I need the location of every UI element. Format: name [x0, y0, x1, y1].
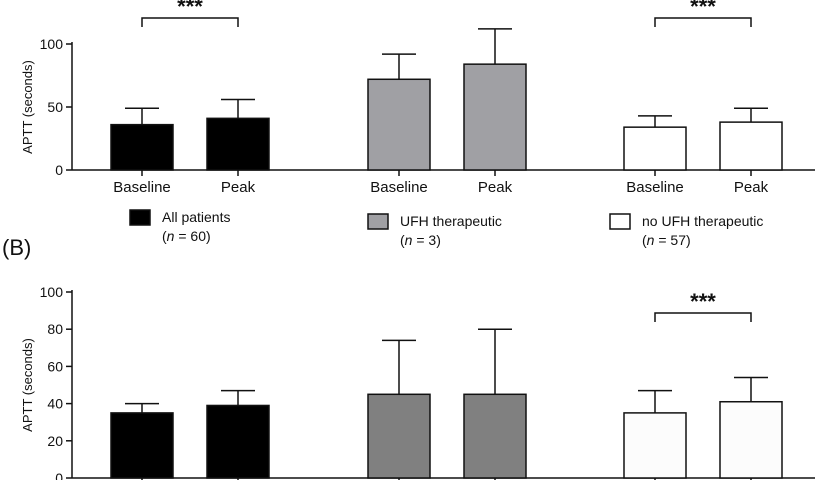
panel-b-y-tick-label: 100 [40, 284, 64, 300]
legend-label: All patients [162, 209, 230, 225]
panel-b-bar [463, 393, 527, 479]
panel-a-y-tick-label: 50 [47, 99, 63, 115]
panel-a-bar [367, 78, 431, 171]
panel-b-bar [206, 404, 270, 479]
panel-b-significance-bracket [654, 312, 752, 322]
panel-a-y-axis-title: APTT (seconds) [20, 60, 35, 154]
panel-a-x-tick-label: Peak [478, 179, 513, 196]
panel-a-bar [110, 123, 174, 171]
legend-n-label: (n = 3) [400, 232, 441, 248]
panel-b-y-tick-label: 80 [47, 321, 63, 337]
legend-swatch [129, 209, 151, 226]
legend: All patients (n = 60) UFH therapeutic (n = … [129, 209, 763, 248]
panel-a-significance-label: *** [690, 0, 716, 19]
panel-b-bar [110, 412, 174, 479]
legend-n-label: (n = 57) [642, 232, 691, 248]
panel-a-x-tick-label: Peak [221, 179, 256, 196]
panel-a-significance-label: *** [177, 0, 203, 19]
panel-a-significance-bracket [654, 17, 752, 27]
panel-b-chart: 0 20 40 60 80 100 APTT (seconds) *** [20, 284, 815, 480]
legend-label: UFH therapeutic [400, 213, 502, 229]
panel-a-x-tick-label: Peak [734, 179, 769, 196]
panel-a-x-tick-label: Baseline [626, 179, 684, 196]
panel-a-bar [463, 63, 527, 171]
panel-a-y-tick-label: 0 [55, 162, 63, 178]
panel-b-significance-label: *** [690, 289, 716, 314]
panel-b-bar [623, 412, 687, 479]
panel-b-y-tick-label: 20 [47, 433, 63, 449]
panel-a-bar [719, 121, 783, 171]
panel-a-y-tick-label: 100 [40, 36, 64, 52]
legend-swatch [367, 213, 389, 230]
panel-a-x-tick-label: Baseline [113, 179, 171, 196]
panel-a-chart: 0 50 100 APTT (seconds) Baseline Peak Baseline… [20, 0, 815, 196]
panel-b-y-tick-label: 0 [55, 470, 63, 480]
legend-label: no UFH therapeutic [642, 213, 763, 229]
panel-a-x-tick-label: Baseline [370, 179, 428, 196]
panel-b-y-axis-title: APTT (seconds) [20, 338, 35, 432]
legend-n-label: (n = 60) [162, 228, 211, 244]
panel-a-bar [623, 126, 687, 171]
panel-b-label: (B) [2, 235, 31, 260]
legend-swatch [609, 213, 631, 230]
panel-b-bar [719, 400, 783, 479]
panel-a-bar [206, 117, 270, 171]
panel-b-y-tick-label: 40 [47, 396, 63, 412]
panel-b-y-tick-label: 60 [47, 358, 63, 374]
panel-b-bar [367, 393, 431, 479]
panel-a-significance-bracket [141, 17, 239, 27]
